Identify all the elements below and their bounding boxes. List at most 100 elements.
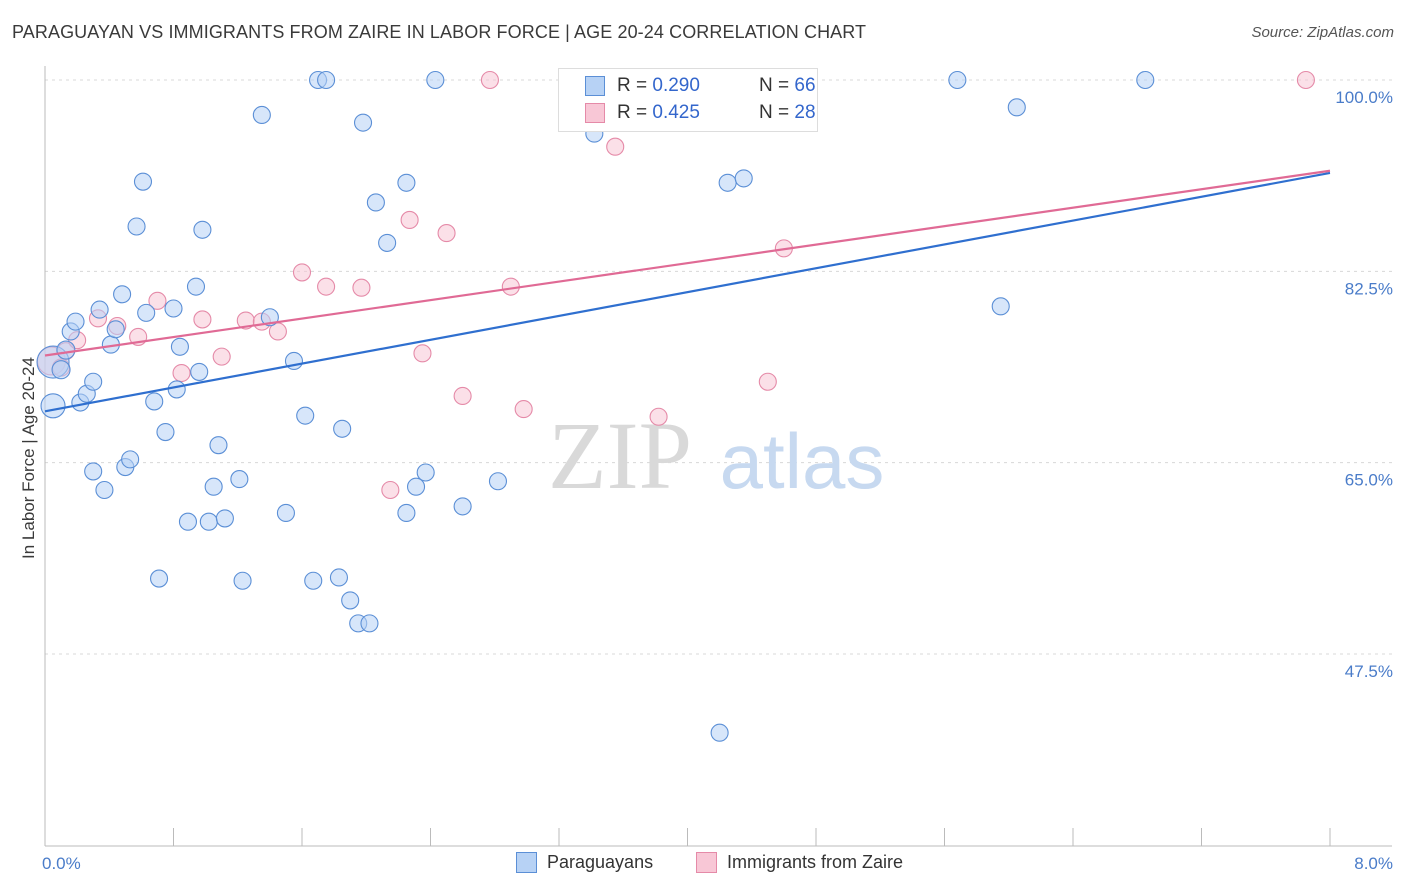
paraguayans-point-64 — [991, 297, 1010, 316]
paraguayans-point-35 — [233, 571, 252, 590]
legend-r-value-zaire: 0.425 — [652, 102, 700, 123]
paraguayans-point-28 — [190, 362, 209, 381]
paraguayans-point-41 — [304, 571, 323, 590]
paraguayans-point-36 — [252, 105, 271, 125]
zaire-point-18 — [400, 210, 419, 229]
paraguayans-point-17 — [127, 217, 146, 236]
bottom-legend-paraguayans[interactable]: Paraguayans — [516, 852, 653, 873]
zaire-point-7 — [148, 291, 167, 310]
zaire-point-15 — [317, 277, 336, 296]
watermark-zip: ZIP — [548, 402, 692, 509]
y-tick-label-3: 47.5% — [1345, 662, 1393, 681]
tick-labels: 100.0% 82.5% 65.0% 47.5% 0.0% 8.0% — [42, 88, 1393, 873]
paraguayans-point-63 — [948, 70, 967, 90]
chart-title: PARAGUAYAN VS IMMIGRANTS FROM ZAIRE IN L… — [12, 22, 867, 42]
bottom-legend-label-paraguayans: Paraguayans — [547, 852, 654, 872]
paraguayans-point-30 — [199, 512, 218, 531]
watermark: ZIP atlas — [548, 402, 884, 509]
paraguayans-point-43 — [317, 70, 336, 90]
trend-line-paraguayans — [44, 171, 1331, 413]
zaire-point-21 — [453, 386, 472, 406]
paraguayans-point-66 — [1136, 70, 1155, 90]
y-tick-label-1: 82.5% — [1345, 279, 1393, 298]
paraguayans-point-40 — [296, 406, 315, 425]
paraguayans-point-32 — [209, 436, 228, 455]
paraguayans-point-62 — [734, 169, 753, 188]
paraguayans-point-34 — [230, 470, 249, 489]
paraguayans-point-65 — [1007, 98, 1026, 117]
paraguayans-point-13 — [106, 320, 125, 339]
paraguayans-point-18 — [133, 172, 153, 191]
paraguayans-point-2 — [51, 360, 71, 380]
paraguayans-point-33 — [215, 509, 234, 528]
zaire-point-25 — [606, 137, 625, 156]
paraguayans-point-46 — [341, 591, 360, 610]
source-note: Source: ZipAtlas.com — [1251, 24, 1394, 41]
paraguayans-point-23 — [164, 299, 183, 318]
zaire-point-10 — [212, 347, 231, 366]
zaire-point-17 — [381, 480, 400, 500]
bottom-legend-swatch-paraguayans — [516, 852, 537, 873]
legend: R = 0.290 N = 66 R = 0.425 N = 28 — [558, 68, 818, 132]
paraguayans-point-3 — [56, 340, 76, 360]
paraguayans-point-14 — [113, 285, 132, 304]
zaire-point-27 — [758, 372, 777, 391]
zaire-point-16 — [352, 278, 371, 297]
paraguayans-point-55 — [416, 463, 435, 482]
paraguayans-point-8 — [84, 372, 103, 391]
legend-r-value-paraguayans: 0.290 — [652, 75, 700, 96]
zaire-point-8 — [172, 363, 191, 383]
x-tick-label-1: 8.0% — [1354, 854, 1393, 873]
paraguayans-point-10 — [90, 300, 109, 319]
bottom-legend-swatch-zaire — [696, 852, 717, 873]
paraguayans-point-45 — [333, 419, 352, 438]
paraguayans-point-60 — [710, 723, 729, 742]
trend-line-zaire — [44, 169, 1331, 357]
legend-swatch-zaire — [585, 103, 605, 123]
bottom-legend-zaire[interactable]: Immigrants from Zaire — [696, 852, 903, 873]
watermark-atlas: atlas — [720, 417, 885, 505]
gridlines — [45, 79, 1392, 655]
paraguayans-point-11 — [95, 480, 114, 500]
paraguayans-point-54 — [406, 477, 426, 496]
legend-swatch-paraguayans — [585, 76, 605, 96]
paraguayans-point-48 — [353, 113, 373, 132]
legend-n-value-zaire: 28 — [794, 102, 816, 123]
paraguayans-point-22 — [156, 423, 175, 442]
zaire-point-29 — [1296, 70, 1315, 90]
axes — [44, 66, 1392, 847]
paraguayans-point-56 — [426, 70, 445, 90]
bottom-legend-label-zaire: Immigrants from Zaire — [727, 852, 904, 872]
y-axis-label: In Labor Force | Age 20-24 — [19, 357, 38, 559]
series-paraguayans-points — [36, 70, 1155, 742]
paraguayans-point-20 — [145, 392, 164, 411]
paraguayans-point-25 — [170, 337, 189, 356]
paraguayans-point-53 — [397, 503, 416, 523]
paraguayans-point-50 — [366, 193, 385, 212]
zaire-point-24 — [514, 400, 533, 419]
x-tick-label-0: 0.0% — [42, 854, 81, 873]
paraguayans-point-26 — [178, 512, 198, 531]
y-tick-label-2: 65.0% — [1345, 471, 1393, 490]
zaire-point-19 — [413, 344, 432, 363]
paraguayans-point-5 — [66, 312, 85, 331]
zaire-point-22 — [480, 70, 499, 90]
paraguayans-point-21 — [149, 569, 169, 588]
zaire-point-14 — [292, 263, 312, 282]
paraguayans-point-31 — [204, 477, 223, 496]
y-tick-label-0: 100.0% — [1335, 88, 1393, 107]
paraguayans-point-24 — [167, 380, 186, 399]
paraguayans-point-61 — [718, 173, 737, 192]
bottom-legend: Paraguayans Immigrants from Zaire — [0, 852, 1406, 878]
paraguayans-point-57 — [453, 497, 472, 516]
legend-n-label: N = — [759, 75, 795, 96]
zaire-point-20 — [437, 224, 456, 243]
paraguayans-point-52 — [397, 173, 416, 192]
paraguayans-point-19 — [137, 303, 156, 322]
legend-r-label: R = — [617, 75, 653, 96]
trend-lines — [44, 169, 1331, 413]
paraguayans-point-51 — [378, 233, 397, 252]
paraguayans-point-38 — [276, 503, 295, 523]
legend-n-value-paraguayans: 66 — [794, 75, 816, 96]
